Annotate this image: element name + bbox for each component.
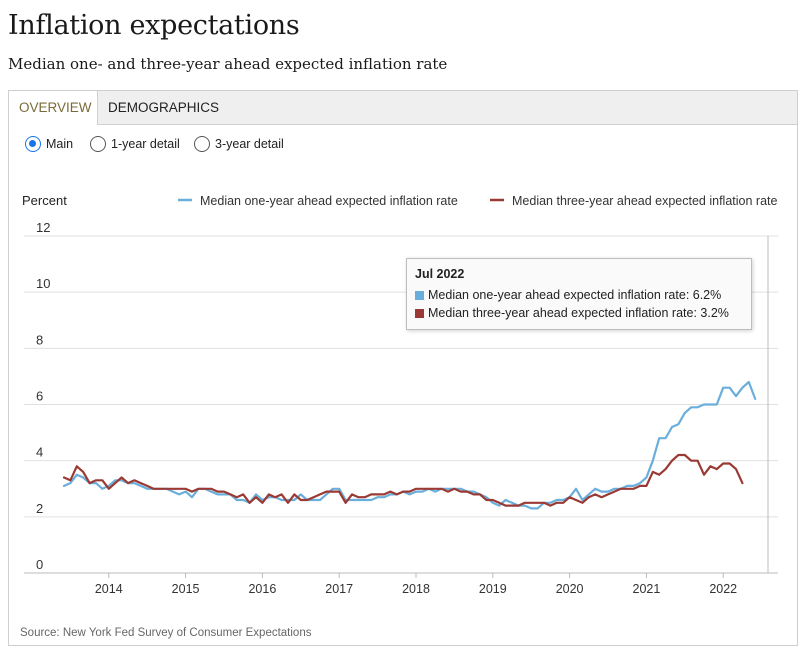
tooltip-row-one-year: Median one-year ahead expected inflation… xyxy=(415,288,743,302)
tab-overview[interactable]: OVERVIEW xyxy=(9,91,98,125)
legend-label-one-year: Median one-year ahead expected inflation… xyxy=(200,194,458,208)
tab-bar: OVERVIEW DEMOGRAPHICS xyxy=(9,91,797,125)
tooltip-swatch-one-year xyxy=(415,290,424,300)
radio-unchecked-icon xyxy=(90,136,106,152)
y-tick-label: 4 xyxy=(36,445,43,460)
y-tick-label: 10 xyxy=(36,276,50,291)
x-tick-label: 2016 xyxy=(248,582,276,596)
x-tick-label: 2018 xyxy=(402,582,430,596)
x-tick-label: 2015 xyxy=(172,582,200,596)
tooltip-row-three-year: Median three-year ahead expected inflati… xyxy=(415,306,743,320)
radio-1-year-detail[interactable]: 1-year detail xyxy=(90,136,180,152)
series-line-three-year xyxy=(62,453,744,507)
y-tick-label: 6 xyxy=(36,389,43,404)
series-line-one-year xyxy=(62,380,757,510)
tooltip-swatch-three-year xyxy=(415,308,424,318)
tab-demographics[interactable]: DEMOGRAPHICS xyxy=(108,100,220,115)
page-subtitle: Median one- and three-year ahead expecte… xyxy=(8,55,448,73)
tooltip-title: Jul 2022 xyxy=(415,267,465,281)
radio-unchecked-icon xyxy=(194,136,210,152)
radio-3-year-detail[interactable]: 3-year detail xyxy=(194,136,284,152)
x-tick-label: 2019 xyxy=(479,582,507,596)
x-tick-label: 2017 xyxy=(325,582,353,596)
radio-1-year-label: 1-year detail xyxy=(111,137,180,151)
chart-panel: OVERVIEW DEMOGRAPHICS Main 1-year detail… xyxy=(8,90,798,646)
x-tick-label: 2014 xyxy=(95,582,123,596)
radio-3-year-label: 3-year detail xyxy=(215,137,284,151)
tooltip-text-one-year: Median one-year ahead expected inflation… xyxy=(428,288,722,302)
y-tick-label: 8 xyxy=(36,332,43,347)
x-tick-label: 2021 xyxy=(633,582,661,596)
chart-tooltip: Jul 2022 Median one-year ahead expected … xyxy=(406,258,752,330)
y-tick-label: 12 xyxy=(36,220,50,235)
radio-main[interactable]: Main xyxy=(25,136,73,152)
source-note: Source: New York Fed Survey of Consumer … xyxy=(20,627,312,639)
legend-label-three-year: Median three-year ahead expected inflati… xyxy=(512,194,777,208)
radio-main-label: Main xyxy=(46,137,74,151)
page-title: Inflation expectations xyxy=(8,10,300,41)
radio-checked-icon xyxy=(25,136,41,152)
x-tick-label: 2022 xyxy=(709,582,737,596)
y-axis-label: Percent xyxy=(22,193,67,208)
y-tick-label: 0 xyxy=(36,557,43,572)
tooltip-text-three-year: Median three-year ahead expected inflati… xyxy=(428,306,729,320)
x-tick-label: 2020 xyxy=(556,582,584,596)
y-tick-label: 2 xyxy=(36,501,43,516)
